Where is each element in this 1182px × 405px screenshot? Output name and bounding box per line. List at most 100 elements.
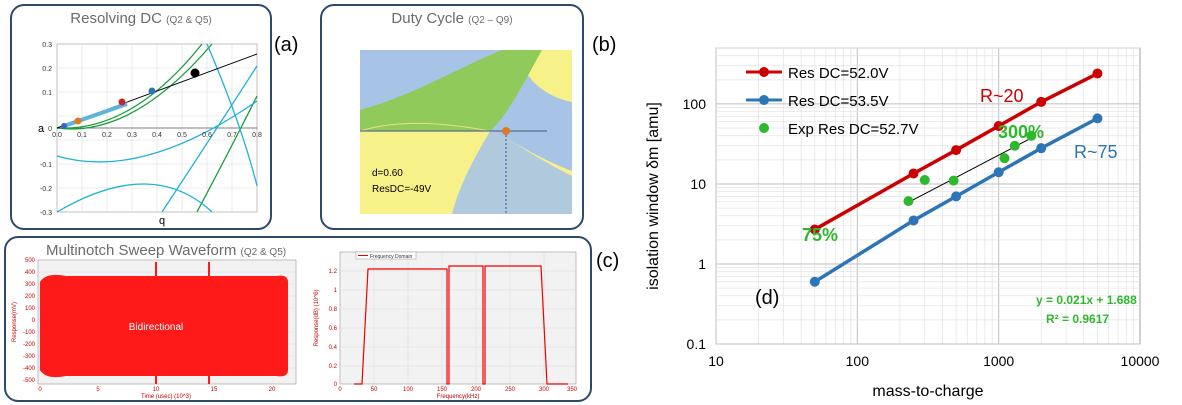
series-line-2	[813, 116, 1099, 284]
panel-c-title: Multinotch Sweep Waveform (Q2 & Q5)	[46, 242, 287, 259]
y-axis-label: isolation window δm [amu]	[645, 102, 662, 290]
svg-text:500: 500	[25, 258, 36, 264]
cyan-curve-3	[161, 65, 258, 213]
panel-a-xticks: 0.0 0.1 0.2 0.3 0.4 0.5 0.6 0.7 0.8	[52, 132, 262, 139]
svg-text:-200: -200	[23, 342, 36, 348]
series-layer	[809, 68, 1103, 287]
svg-text:350: 350	[567, 387, 578, 393]
left-ylabel: Response(mV)	[12, 302, 18, 342]
panel-b-plot: d=0.60 ResDC=-49V	[359, 50, 572, 214]
series-2-point	[951, 191, 962, 202]
svg-text:0.2: 0.2	[42, 66, 52, 73]
legend-marker-1	[759, 67, 769, 77]
panel-a-plot: 0.3 0.2 0.1 0 -0.1 -0.2 -0.3 0.0 0.1 0.2…	[38, 42, 262, 227]
svg-text:200: 200	[25, 294, 36, 300]
right-ylabel: Response(dB) (10^6)	[314, 290, 320, 347]
spectrum-line	[354, 265, 568, 385]
x-axis-label: mass-to-charge	[872, 383, 983, 400]
cyan-curve-1	[206, 43, 258, 187]
svg-text:0.4: 0.4	[152, 132, 162, 139]
fit-r2: R² = 0.9617	[1046, 312, 1109, 326]
svg-text:100: 100	[25, 306, 36, 312]
series-2-point	[1036, 143, 1047, 154]
svg-text:200: 200	[471, 387, 482, 393]
series-2-point	[908, 215, 919, 226]
svg-text:250: 250	[505, 387, 516, 393]
x-tick-label: 100	[846, 353, 870, 369]
waveform-envelope	[40, 274, 288, 378]
point-orange	[74, 117, 82, 125]
svg-text:50: 50	[371, 387, 378, 393]
panel-a-ylabel: a	[38, 123, 45, 135]
svg-text:150: 150	[437, 387, 448, 393]
point-trail	[63, 102, 128, 128]
label-c: (c)	[596, 250, 620, 272]
legend-label-1: Res DC=52.0V	[788, 65, 888, 82]
series-3-point	[919, 175, 930, 186]
svg-text:-300: -300	[23, 354, 36, 360]
legend-marker-2	[759, 95, 769, 105]
svg-text:10: 10	[153, 387, 160, 393]
point-red	[118, 98, 126, 106]
annotation-r75: R~75	[1074, 142, 1118, 162]
annotation-75pct: 75%	[802, 225, 838, 245]
svg-text:0.3: 0.3	[42, 42, 52, 49]
label-a: (a)	[274, 34, 299, 56]
panel-b-annotation-2: ResDC=-49V	[372, 184, 432, 195]
panel-c-plots: Bidirectional 500 400 300 200 100 0 -100…	[12, 251, 578, 400]
x-tick-label: 1000	[983, 353, 1014, 369]
svg-text:1: 1	[334, 288, 338, 294]
annotation-r20: R~20	[980, 86, 1024, 106]
svg-text:0.1: 0.1	[77, 132, 87, 139]
label-d: (d)	[755, 287, 780, 309]
y-tick-label: 0.1	[687, 336, 707, 352]
series-3-point	[948, 175, 959, 186]
svg-text:300: 300	[25, 282, 36, 288]
series-1-point	[993, 120, 1004, 131]
grid	[715, 47, 1140, 345]
svg-text:0.4: 0.4	[329, 345, 338, 351]
blue-region-lower	[360, 131, 572, 214]
svg-text:0: 0	[38, 387, 42, 393]
svg-text:15: 15	[211, 387, 218, 393]
series-3-point	[1026, 130, 1037, 141]
series-1-point	[1036, 96, 1047, 107]
series-3-point	[999, 153, 1010, 164]
y-tick-label: 10	[690, 176, 706, 192]
series-1-point	[1092, 68, 1103, 79]
panel-c-multinotch: Multinotch Sweep Waveform (Q2 & Q5) Bidi…	[4, 236, 592, 402]
series-1-point	[809, 224, 820, 235]
annotation-300pct: 300%	[998, 122, 1044, 142]
svg-text:0.1: 0.1	[42, 90, 52, 97]
svg-text:0.7: 0.7	[227, 132, 237, 139]
svg-text:0: 0	[338, 387, 342, 393]
svg-text:-500: -500	[23, 378, 36, 384]
svg-text:400: 400	[25, 270, 36, 276]
svg-text:300: 300	[539, 387, 550, 393]
series-2-point	[809, 276, 820, 287]
series-line-1	[813, 71, 1099, 231]
panel-b-title: Duty Cycle (Q2 – Q9)	[391, 10, 513, 27]
svg-text:0.6: 0.6	[202, 132, 212, 139]
legend: Res DC=52.0V Res DC=53.5V Exp Res DC=52.…	[746, 65, 918, 138]
label-b: (b)	[592, 34, 617, 56]
svg-text:0.8: 0.8	[329, 307, 338, 313]
svg-text:-100: -100	[23, 330, 36, 336]
left-xlabel: Time (usec) (10^3)	[141, 394, 191, 400]
series-3-point	[1009, 140, 1020, 151]
plot-area	[715, 47, 1141, 345]
y-tick-label: 100	[683, 96, 707, 112]
series-2-point	[1092, 113, 1103, 124]
operating-point	[502, 127, 510, 135]
series-1-point	[951, 145, 962, 156]
series-1-point	[908, 168, 919, 179]
y-tick-label: 1	[698, 256, 706, 272]
panel-a-xlabel: q	[159, 215, 165, 227]
panel-a-title: Resolving DC (Q2 & Q5)	[70, 10, 212, 27]
svg-text:-0.2: -0.2	[40, 186, 52, 193]
green-curve-2	[56, 43, 203, 129]
svg-text:0.2: 0.2	[102, 132, 112, 139]
x-tick-label: 10	[708, 353, 724, 369]
svg-text:0.6: 0.6	[329, 326, 338, 332]
legend-label-3: Exp Res DC=52.7V	[788, 121, 918, 138]
